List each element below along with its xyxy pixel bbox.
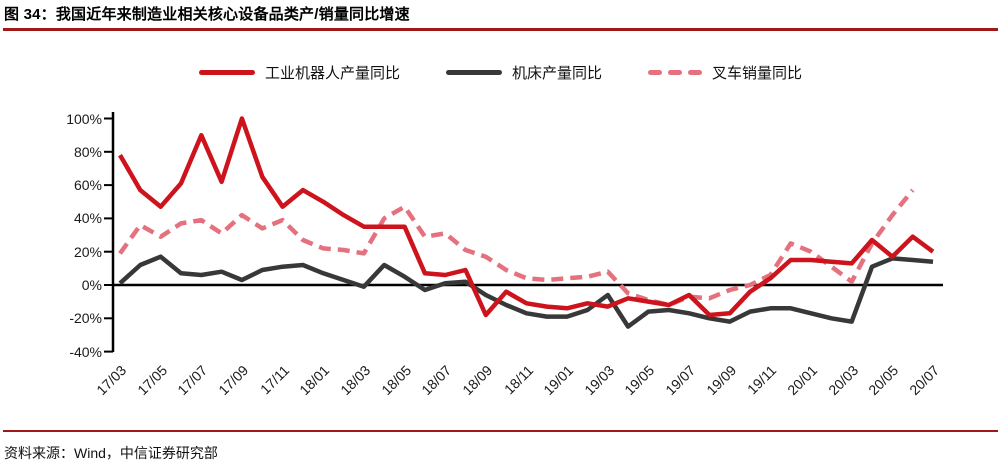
- source-note: 资料来源：Wind，中信证券研究部: [4, 445, 218, 461]
- legend-swatch-robot-line: [198, 70, 255, 75]
- machine-tool-production-line: [118, 254, 934, 329]
- forklift-sales-line: [118, 188, 915, 308]
- figure-title: 图 34：我国近年来制造业相关核心设备品类产/销量同比增速: [4, 6, 410, 23]
- robot-production-line: [118, 116, 935, 318]
- legend-label-robot: 工业机器人产量同比: [264, 65, 400, 82]
- legend-swatch-machine-tool-line: [445, 70, 502, 75]
- chart-legend: 工业机器人产量同比 机床产量同比 叉车销量同比: [0, 62, 1001, 83]
- source-divider-rule: [3, 430, 998, 432]
- y-tick-label: 80%: [73, 143, 102, 160]
- y-tick-label: 60%: [73, 177, 102, 194]
- y-tick-label: -20%: [69, 310, 102, 327]
- legend-item-machine-tool: 机床产量同比: [445, 62, 602, 83]
- legend-swatch-forklift-line: [648, 70, 702, 75]
- y-tick-label: 20%: [73, 243, 102, 260]
- y-tick-label: 40%: [73, 210, 102, 227]
- legend-label-machine-tool: 机床产量同比: [511, 65, 602, 82]
- legend-item-forklift: 叉车销量同比: [648, 62, 802, 83]
- y-tick-label: 0%: [81, 277, 102, 293]
- y-tick-label: -40%: [69, 343, 102, 360]
- legend-item-robot: 工业机器人产量同比: [198, 62, 400, 83]
- y-tick-label: 100%: [66, 110, 102, 127]
- title-underline-rule: [3, 28, 998, 31]
- legend-label-forklift: 叉车销量同比: [712, 65, 803, 82]
